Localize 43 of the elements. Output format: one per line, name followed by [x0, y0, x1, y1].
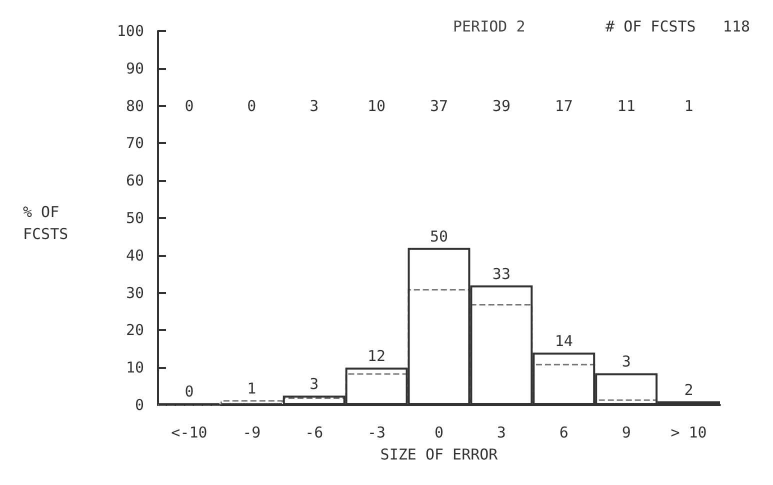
x-tick-label: <-10	[171, 424, 208, 442]
x-tick-label: > 10	[670, 424, 707, 442]
chart-title: PERIOD 2	[453, 18, 526, 36]
y-tick-label: 90	[126, 59, 144, 78]
x-tick-label: -3	[368, 424, 386, 442]
annotation: 3	[310, 375, 319, 394]
chart-subtitle: # OF FCSTS 118	[606, 18, 750, 36]
annotation: 0	[247, 96, 256, 115]
x-tick-label: -9	[242, 424, 261, 442]
y-axis-title: % OF FCSTS	[23, 203, 68, 243]
x-tick-label: 0	[434, 424, 444, 442]
x-tick-label: 9	[622, 424, 631, 442]
y-tick-label: 30	[126, 284, 144, 302]
annotation: 50	[430, 227, 448, 246]
annotation: 14	[554, 332, 573, 350]
annotation: 1	[684, 96, 694, 115]
annotation: 2	[684, 380, 694, 399]
y-tick-label: 80	[126, 96, 144, 115]
annotation: 3	[622, 352, 631, 371]
annotation: 0	[184, 96, 194, 115]
annotation: 17	[554, 96, 573, 115]
annotation: 11	[617, 96, 636, 115]
annotation: 0	[184, 382, 194, 401]
y-tick-label: 20	[126, 321, 144, 340]
x-tick-label: -6	[305, 424, 324, 442]
annotation: 37	[430, 96, 448, 115]
bar	[220, 400, 283, 405]
annotation: 3	[310, 96, 319, 115]
annotation: 39	[492, 96, 510, 115]
y-tick-label: 50	[126, 209, 144, 227]
y-tick-label: 0	[134, 396, 144, 414]
annotation: 1	[247, 380, 256, 398]
annotation: 33	[492, 264, 510, 283]
annotation: 10	[368, 96, 386, 115]
x-axis-title: SIZE OF ERROR	[380, 446, 499, 464]
y-tick-label: 10	[126, 358, 144, 377]
y-tick-label: 100	[116, 22, 144, 40]
x-tick-label: 3	[496, 424, 506, 442]
x-tick-label: 6	[559, 424, 568, 442]
y-tick-label: 70	[126, 134, 144, 152]
annotation: 12	[368, 347, 386, 366]
y-tick-label: 40	[126, 246, 144, 264]
y-tick-label: 60	[126, 172, 144, 190]
